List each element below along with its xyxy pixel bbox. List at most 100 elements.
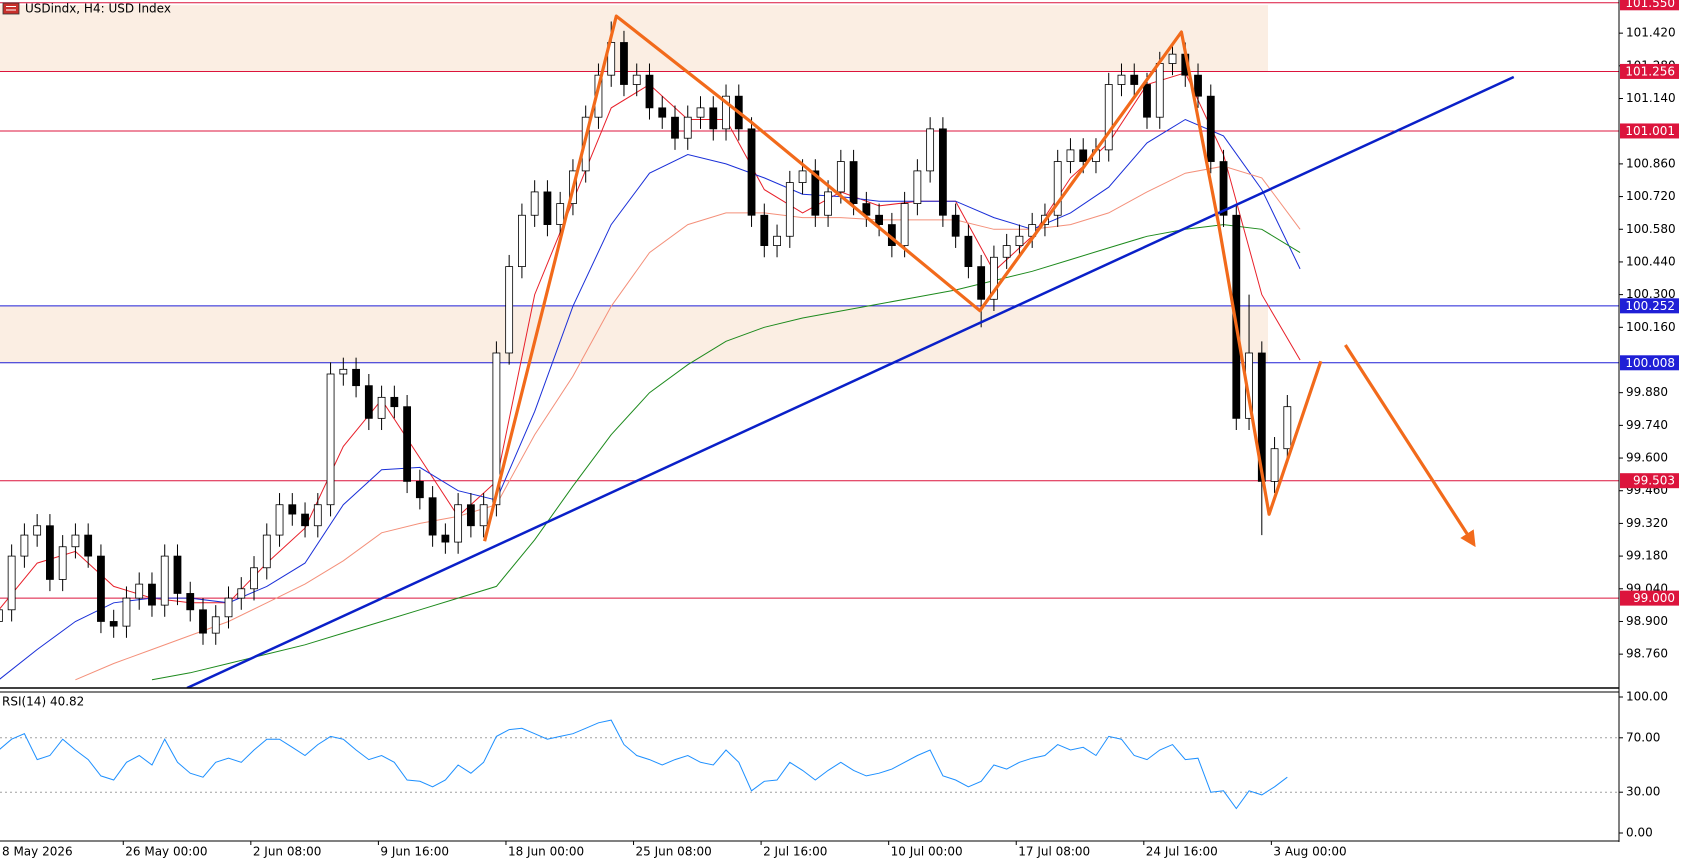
- x-tick-label: 10 Jul 00:00: [891, 845, 963, 859]
- symbol-icon: [2, 2, 20, 15]
- candle-body: [1104, 84, 1113, 151]
- candle-body: [518, 214, 526, 268]
- candle-body: [58, 546, 67, 580]
- candle-body: [237, 588, 246, 599]
- candle-body: [109, 621, 118, 627]
- candle-body: [760, 214, 769, 246]
- candle-body: [364, 385, 373, 419]
- candle-body: [46, 525, 54, 580]
- x-tick-label: 9 Jun 16:00: [380, 845, 449, 859]
- pattern-line: [483, 14, 1323, 542]
- candle-body: [20, 534, 29, 557]
- y-tick-label: 98.900: [1626, 614, 1668, 628]
- candle-body: [1194, 74, 1202, 97]
- candle-body: [415, 480, 424, 499]
- y-tick-label: 100.00: [1626, 690, 1668, 704]
- candle-body: [186, 593, 195, 611]
- candle-body: [301, 513, 309, 527]
- candle-body: [160, 555, 169, 606]
- candle-body: [173, 555, 182, 594]
- candle-body: [773, 235, 781, 246]
- candle-body: [645, 74, 654, 109]
- rsi-panel: [0, 719, 1619, 810]
- moving-average: [151, 224, 1301, 681]
- y-tick-label: 100.580: [1626, 222, 1676, 236]
- moving-average: [75, 165, 1301, 681]
- y-tick-label: 0.00: [1626, 826, 1653, 840]
- candle-body: [543, 191, 552, 225]
- candle-body: [492, 352, 501, 506]
- candle-body: [454, 504, 463, 543]
- candle-body: [479, 504, 488, 527]
- candle-body: [913, 170, 922, 204]
- candle-body: [339, 368, 348, 375]
- candle-body: [964, 235, 973, 268]
- candle-body: [135, 583, 144, 599]
- candle-body: [632, 74, 641, 85]
- candle-body: [1015, 235, 1024, 246]
- candle-body: [390, 396, 399, 408]
- candle-body: [250, 567, 258, 590]
- candle-body: [1155, 63, 1164, 118]
- candle-body: [84, 534, 93, 557]
- candle-body: [313, 504, 322, 527]
- candle-body: [811, 170, 820, 216]
- candle-body: [71, 534, 80, 548]
- candle-body: [785, 182, 794, 237]
- candle-body: [849, 161, 858, 204]
- candle-body: [722, 95, 730, 130]
- level-label: 101.001: [1625, 124, 1675, 138]
- y-tick-label: 100.300: [1626, 287, 1676, 301]
- level-label: 100.252: [1625, 299, 1675, 313]
- x-tick-label: 18 Jun 00:00: [508, 845, 584, 859]
- candle-body: [1079, 149, 1088, 162]
- candle-body: [977, 266, 986, 300]
- y-tick-label: 101.420: [1626, 26, 1676, 40]
- level-label-box: [1620, 590, 1679, 606]
- x-tick-label: 17 Jul 08:00: [1018, 845, 1090, 859]
- level-label: 101.256: [1625, 64, 1675, 78]
- candle-body: [211, 616, 220, 634]
- candle-body: [900, 203, 909, 246]
- y-tick-label: 30.00: [1626, 785, 1660, 799]
- candle-body: [1168, 53, 1177, 64]
- y-tick-label: 101.140: [1626, 91, 1676, 105]
- y-tick-label: 100.860: [1626, 156, 1676, 170]
- candle-body: [1206, 95, 1215, 162]
- candle-body: [1066, 149, 1075, 162]
- level-label: 101.550: [1625, 0, 1675, 10]
- y-tick-label: 99.740: [1626, 418, 1668, 432]
- trendline: [186, 75, 1515, 688]
- candle-body: [403, 406, 412, 482]
- candle-body: [148, 583, 156, 606]
- candle-body: [1283, 406, 1292, 450]
- candle-body: [836, 161, 845, 193]
- candle-body: [377, 396, 386, 419]
- candle-body: [1002, 245, 1011, 258]
- candle-body: [326, 373, 335, 506]
- candle-body: [747, 128, 756, 216]
- y-tick-label: 99.600: [1626, 451, 1668, 465]
- price-panel: [0, 2, 1619, 688]
- y-tick-label: 99.180: [1626, 549, 1668, 563]
- y-tick-label: 100.440: [1626, 254, 1676, 268]
- candle-body: [275, 504, 284, 536]
- level-label-box: [1620, 123, 1679, 139]
- candle-body: [990, 256, 998, 300]
- candle-body: [262, 534, 271, 569]
- y-tick-label: 99.880: [1626, 385, 1668, 399]
- candle-body: [683, 116, 692, 139]
- y-tick-label: 70.00: [1626, 730, 1660, 744]
- candle-body: [556, 203, 565, 225]
- level-label: 99.000: [1633, 591, 1675, 605]
- candle-body: [875, 214, 884, 225]
- rsi-line: [0, 719, 1288, 810]
- y-tick-label: 100.720: [1626, 189, 1676, 203]
- candle-body: [7, 555, 16, 611]
- candle-body: [1270, 448, 1279, 482]
- candle-body: [671, 116, 679, 139]
- candle-body: [658, 107, 667, 118]
- x-tick-label: 25 Jun 08:00: [636, 845, 712, 859]
